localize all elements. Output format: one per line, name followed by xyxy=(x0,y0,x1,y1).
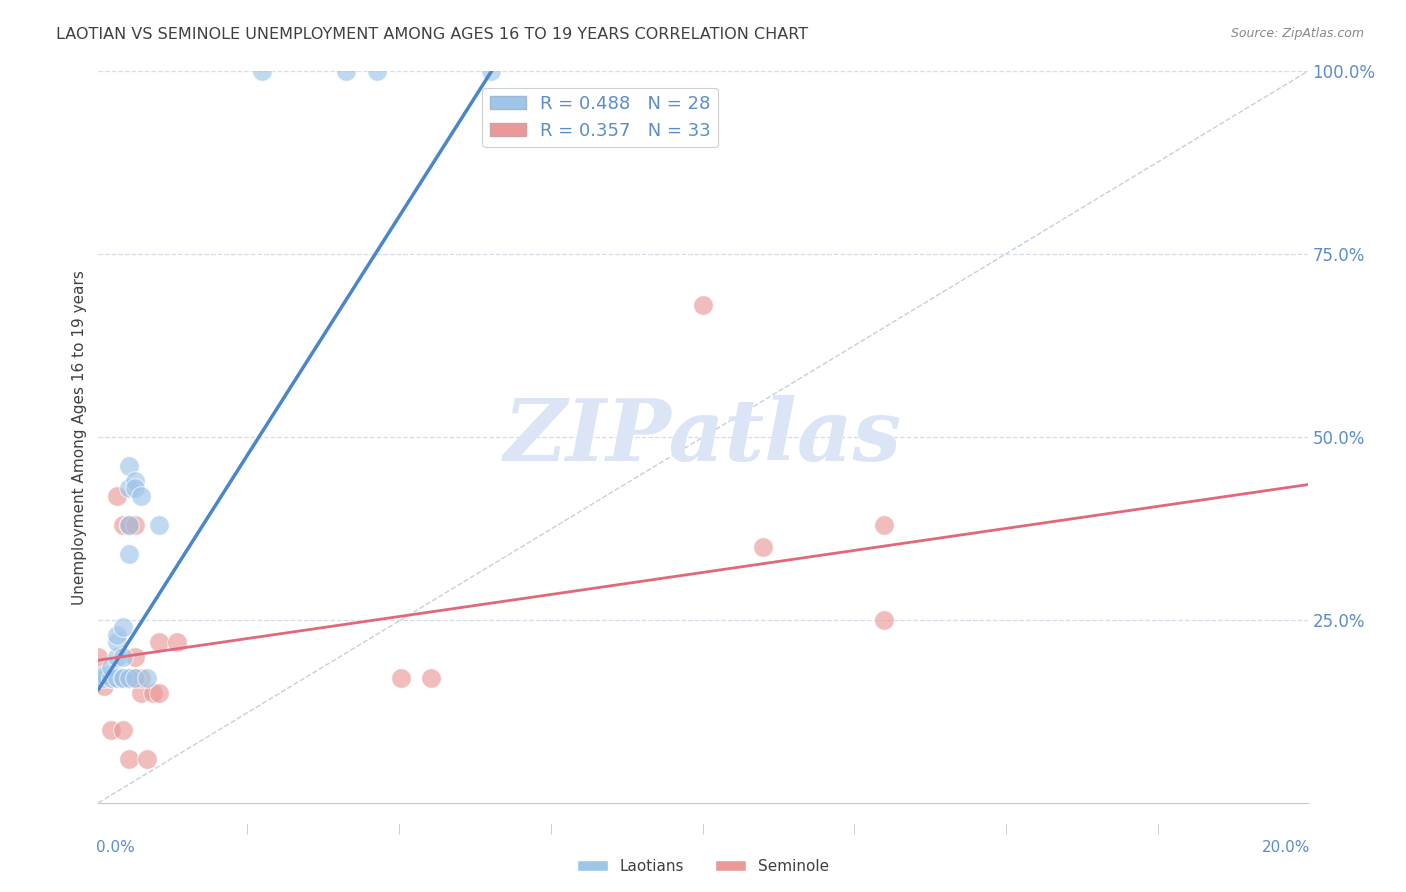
Point xyxy=(124,481,146,495)
Legend: Laotians, Seminole: Laotians, Seminole xyxy=(571,853,835,880)
Point xyxy=(250,64,273,78)
Text: |: | xyxy=(1005,823,1008,834)
Text: |: | xyxy=(246,823,249,834)
Point xyxy=(118,671,141,685)
Point xyxy=(148,686,170,700)
Point xyxy=(129,686,152,700)
Point xyxy=(481,64,503,78)
Point xyxy=(111,671,134,685)
Point xyxy=(100,671,122,685)
Point xyxy=(124,671,146,685)
Point xyxy=(366,64,388,78)
Text: ZIPatlas: ZIPatlas xyxy=(503,395,903,479)
Point xyxy=(129,489,152,503)
Point xyxy=(100,671,122,685)
Text: 0.0%: 0.0% xyxy=(96,840,135,855)
Text: |: | xyxy=(398,823,401,834)
Point xyxy=(692,298,714,312)
Text: 20.0%: 20.0% xyxy=(1263,840,1310,855)
Point xyxy=(118,517,141,532)
Point xyxy=(93,679,115,693)
Point xyxy=(105,635,128,649)
Point xyxy=(105,627,128,641)
Point xyxy=(111,620,134,634)
Text: |: | xyxy=(853,823,856,834)
Point xyxy=(124,517,146,532)
Point xyxy=(87,649,110,664)
Point xyxy=(118,517,141,532)
Legend: R = 0.488   N = 28, R = 0.357   N = 33: R = 0.488 N = 28, R = 0.357 N = 33 xyxy=(482,87,718,147)
Point xyxy=(124,474,146,488)
Point xyxy=(873,517,896,532)
Point xyxy=(118,481,141,495)
Point xyxy=(124,671,146,685)
Text: |: | xyxy=(1157,823,1160,834)
Point xyxy=(118,459,141,474)
Point xyxy=(752,540,775,554)
Point xyxy=(129,671,152,685)
Point xyxy=(118,517,141,532)
Point xyxy=(335,64,357,78)
Point xyxy=(389,671,412,685)
Point xyxy=(105,671,128,685)
Point xyxy=(124,649,146,664)
Point xyxy=(118,752,141,766)
Point xyxy=(118,671,141,685)
Point xyxy=(105,671,128,685)
Point xyxy=(111,671,134,685)
Point xyxy=(111,517,134,532)
Point xyxy=(148,517,170,532)
Point xyxy=(93,671,115,685)
Point xyxy=(111,671,134,685)
Point xyxy=(93,667,115,681)
Text: Source: ZipAtlas.com: Source: ZipAtlas.com xyxy=(1230,27,1364,40)
Point xyxy=(118,671,141,685)
Point xyxy=(111,649,134,664)
Point xyxy=(166,635,188,649)
Point xyxy=(87,671,110,685)
Text: LAOTIAN VS SEMINOLE UNEMPLOYMENT AMONG AGES 16 TO 19 YEARS CORRELATION CHART: LAOTIAN VS SEMINOLE UNEMPLOYMENT AMONG A… xyxy=(56,27,808,42)
Text: |: | xyxy=(702,823,704,834)
Point xyxy=(118,547,141,561)
Point xyxy=(100,723,122,737)
Point xyxy=(105,489,128,503)
Point xyxy=(135,752,157,766)
Point xyxy=(100,660,122,674)
Point xyxy=(105,671,128,685)
Point xyxy=(420,671,443,685)
Point xyxy=(105,649,128,664)
Text: |: | xyxy=(550,823,553,834)
Point xyxy=(142,686,165,700)
Point xyxy=(124,671,146,685)
Point xyxy=(111,723,134,737)
Point xyxy=(111,671,134,685)
Point xyxy=(148,635,170,649)
Y-axis label: Unemployment Among Ages 16 to 19 years: Unemployment Among Ages 16 to 19 years xyxy=(72,269,87,605)
Point xyxy=(135,671,157,685)
Point xyxy=(873,613,896,627)
